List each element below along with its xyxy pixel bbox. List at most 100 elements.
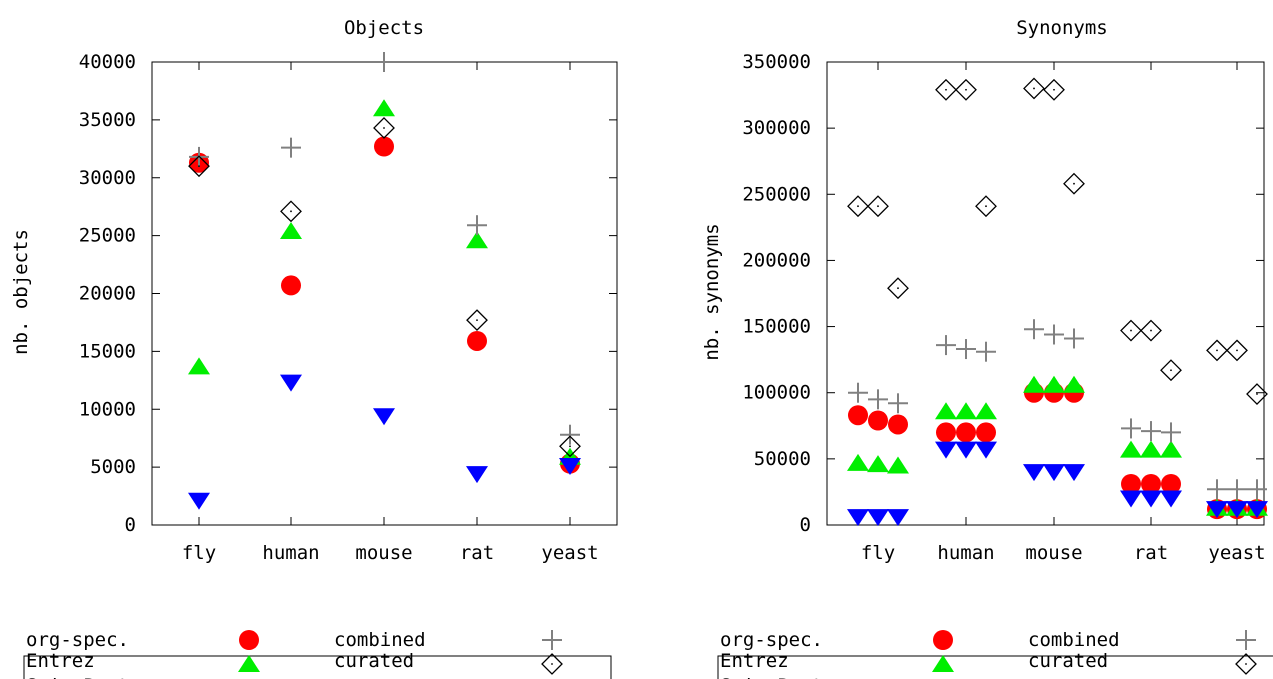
x-tick-label: mouse xyxy=(1025,542,1082,564)
point-entrez-mouse xyxy=(1023,375,1045,393)
point-curated-yeast xyxy=(1246,383,1268,405)
diamond-outline xyxy=(1246,383,1268,405)
point-combined-rat xyxy=(1121,418,1141,439)
legend-marker-org_spec xyxy=(239,630,259,650)
y-tick-label: 0 xyxy=(125,514,136,536)
y-tick-label: 20000 xyxy=(79,283,136,305)
point-curated-fly xyxy=(887,277,909,300)
x-tick-label: rat xyxy=(460,542,494,564)
point-org_spec-human xyxy=(936,422,956,443)
point-curated-human xyxy=(935,78,957,101)
point-curated-yeast xyxy=(1226,339,1248,362)
point-org_spec-fly xyxy=(888,414,908,435)
diamond-outline xyxy=(466,309,488,332)
point-curated-human xyxy=(955,78,977,101)
point-curated-rat xyxy=(466,309,488,332)
point-org_spec-fly xyxy=(848,405,868,426)
point-swissprot-mouse xyxy=(1023,464,1045,482)
point-swissprot-human xyxy=(975,441,997,459)
y-tick-label: 25000 xyxy=(79,225,136,247)
x-tick-label: rat xyxy=(1134,542,1168,564)
plot-frame xyxy=(826,61,1265,526)
diamond-outline xyxy=(559,435,581,458)
point-entrez-fly xyxy=(887,456,909,474)
point-curated-rat xyxy=(1160,359,1182,382)
diamond-outline xyxy=(373,117,395,139)
point-combined-human xyxy=(976,341,996,362)
diamond-outline xyxy=(1206,339,1228,362)
diamond-outline xyxy=(1226,339,1248,362)
point-curated-mouse xyxy=(1043,78,1065,101)
diamond-outline xyxy=(975,195,997,218)
y-tick-label: 100000 xyxy=(742,382,811,404)
diamond-outline xyxy=(280,200,302,223)
legend-marker-combined xyxy=(542,630,562,650)
diamond-outline xyxy=(1120,319,1142,342)
x-tick-label: fly xyxy=(861,542,895,564)
point-combined-mouse xyxy=(1064,328,1084,349)
diamond-outline xyxy=(1023,77,1045,100)
x-tick-label: yeast xyxy=(541,542,598,564)
diamond-dot xyxy=(1150,329,1152,332)
point-swissprot-yeast xyxy=(559,457,581,475)
point-curated-fly xyxy=(188,155,210,178)
legend-label-swissprot: SwissProt xyxy=(26,675,129,679)
point-swissprot-human xyxy=(280,374,302,392)
point-swissprot-rat xyxy=(1160,490,1182,508)
y-tick-label: 10000 xyxy=(79,398,136,420)
point-combined-yeast xyxy=(560,424,580,445)
point-swissprot-human xyxy=(935,441,957,459)
y-tick-label: 0 xyxy=(800,514,811,536)
diamond-dot xyxy=(1073,182,1075,185)
point-entrez-human xyxy=(975,402,997,420)
point-combined-fly xyxy=(868,389,888,410)
diamond-outline xyxy=(1235,653,1257,675)
point-curated-rat xyxy=(1120,319,1142,342)
point-combined-yeast xyxy=(1207,479,1227,500)
diamond-dot xyxy=(965,88,967,91)
diamond-dot xyxy=(569,445,571,448)
point-swissprot-yeast xyxy=(1226,501,1248,519)
diamond-outline xyxy=(1043,78,1065,101)
point-swissprot-mouse xyxy=(1063,464,1085,482)
point-combined-yeast xyxy=(1247,479,1267,500)
diamond-dot xyxy=(945,88,947,91)
point-org_spec-rat xyxy=(1141,473,1161,494)
point-org_spec-rat xyxy=(1121,473,1141,494)
y-tick-label: 15000 xyxy=(79,340,136,362)
diamond-dot xyxy=(1256,393,1258,395)
point-swissprot-fly xyxy=(887,509,909,527)
point-entrez-mouse xyxy=(1043,375,1065,393)
diamond-dot xyxy=(476,319,478,322)
diamond-dot xyxy=(290,210,292,213)
point-combined-mouse xyxy=(1024,319,1044,340)
diamond-dot xyxy=(877,205,879,208)
chart-title: Objects xyxy=(344,17,424,39)
diamond-dot xyxy=(857,205,859,208)
diamond-dot xyxy=(383,127,385,129)
point-curated-fly xyxy=(847,195,869,218)
point-entrez-rat xyxy=(1120,440,1142,458)
legend-label-entrez: Entrez xyxy=(26,650,95,672)
y-tick-label: 300000 xyxy=(742,117,811,139)
diamond-outline xyxy=(935,78,957,101)
legend-marker-entrez xyxy=(238,655,260,672)
point-curated-mouse xyxy=(373,117,395,139)
point-curated-human xyxy=(975,195,997,218)
legend-marker-combined xyxy=(1236,630,1256,650)
point-entrez-rat xyxy=(1160,440,1182,458)
point-org_spec-rat xyxy=(1161,473,1181,494)
point-swissprot-mouse xyxy=(1043,464,1065,482)
y-tick-label: 200000 xyxy=(742,249,811,271)
x-tick-label: yeast xyxy=(1208,542,1265,564)
y-tick-label: 40000 xyxy=(79,51,136,73)
point-curated-mouse xyxy=(1023,77,1045,100)
point-curated-human xyxy=(280,200,302,223)
diamond-outline xyxy=(887,277,909,300)
chart-panel-objects: Objects nb. objects 0 5000 10000 15000 20000 25… xyxy=(10,17,618,564)
point-combined-rat xyxy=(1141,421,1161,442)
diamond-dot xyxy=(985,205,987,208)
point-entrez-rat xyxy=(1140,440,1162,458)
